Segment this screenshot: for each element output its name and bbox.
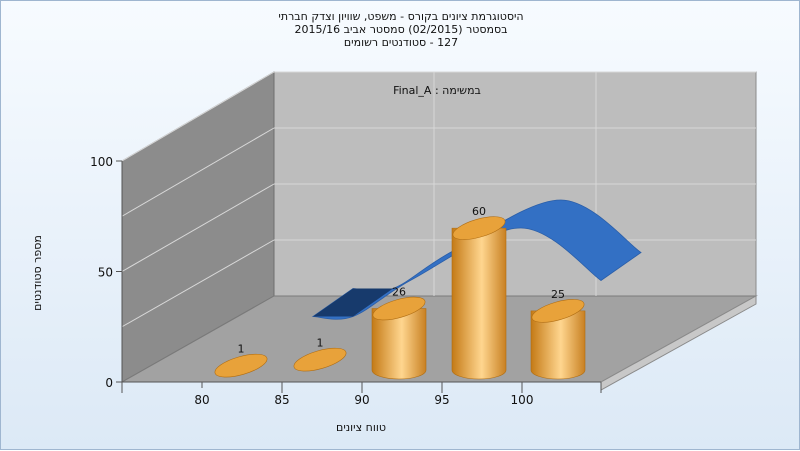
gridline-side (121, 71, 275, 162)
title-line-2: בסמסטר (02/2015) סמסטר אביב 2015/16 (294, 23, 508, 36)
gridline-side (121, 127, 275, 217)
y-tick-label: 0 (105, 376, 113, 390)
gridline-side (121, 183, 275, 272)
bar-body (451, 227, 507, 380)
bar-top (372, 296, 426, 321)
x-tick-label: 90 (354, 393, 369, 407)
bar-value-label: 26 (392, 286, 406, 299)
title-line-1: היסטוגרמת ציונים בקורס - משפט, שוויון וצ… (278, 10, 524, 23)
bar-top (293, 347, 347, 372)
axes: 0 50 100 80 85 90 95 100 (90, 155, 602, 407)
bar-body (530, 310, 586, 380)
bar-value-label: 60 (472, 205, 486, 218)
x-tick-label: 95 (434, 393, 449, 407)
chart-annotation: במשימה : Final_A (393, 84, 481, 97)
bar-top (214, 353, 268, 378)
bar: 1 (293, 337, 347, 372)
bar-value-label: 25 (551, 288, 565, 301)
curve-ribbon (311, 199, 642, 320)
x-tick-label: 80 (194, 393, 209, 407)
bar: 60 (451, 205, 507, 380)
x-tick-label: 100 (511, 393, 534, 407)
y-axis-title: מספר סטודנטים (31, 235, 44, 311)
grid-lines (121, 71, 756, 328)
title-line-3: 127 - סטודנטים רשומים (343, 36, 459, 49)
bar-top (531, 299, 585, 323)
x-tick-label: 85 (274, 393, 289, 407)
y-tick-label: 100 (90, 155, 113, 169)
chart-walls (120, 71, 758, 391)
bar: 1 (214, 343, 268, 378)
bar: 25 (530, 288, 586, 380)
bar: 26 (371, 286, 427, 380)
bar-value-label: 1 (238, 343, 245, 356)
curve-ribbon-shadow (313, 288, 393, 317)
x-axis-title: טווח ציונים (336, 421, 386, 434)
curve-series (311, 199, 642, 320)
gridline-side (121, 239, 275, 328)
bar-top (452, 216, 506, 240)
y-tick-label: 50 (98, 266, 113, 280)
chart-title: היסטוגרמת ציונים בקורס - משפט, שוויון וצ… (1, 10, 800, 49)
bar-body (371, 308, 427, 380)
bar-series: 1 1 26 60 25 (214, 205, 586, 380)
bar-value-label: 1 (317, 337, 324, 350)
